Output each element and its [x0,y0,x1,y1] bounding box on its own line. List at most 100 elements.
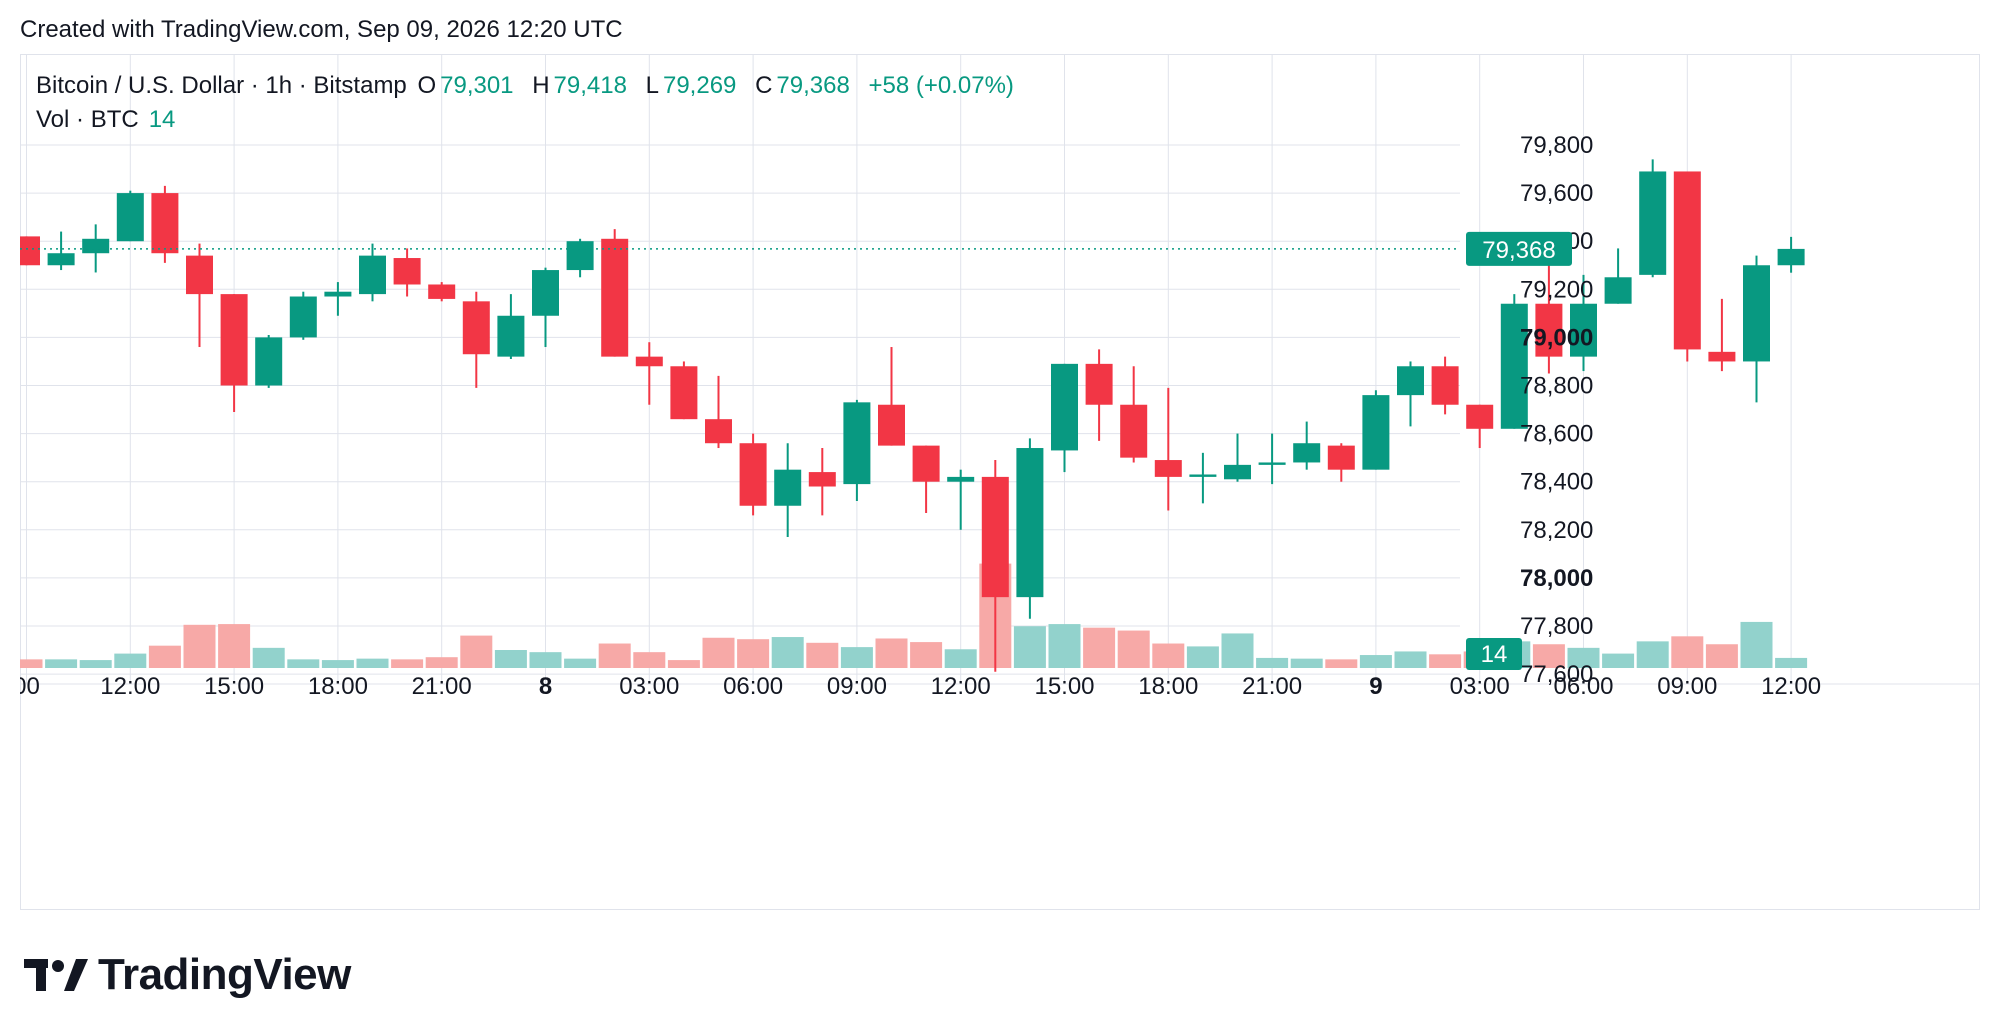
time-tick-label: 00 [20,673,40,700]
volume-bar [1359,655,1392,668]
price-tick-label: 79,600 [1520,180,1593,207]
high-label: H [532,72,550,99]
candle-body[interactable] [1189,474,1217,477]
volume-bar [321,660,354,668]
candle-body[interactable] [1362,395,1390,470]
candle-body[interactable] [289,296,317,338]
last-price-tag [1466,231,1572,266]
time-tick-label: 8 [539,673,552,700]
price-tick-label: 77,800 [1520,613,1593,640]
candle-body[interactable] [1535,303,1563,357]
price-tick-label: 78,400 [1520,469,1593,496]
tradingview-logo-icon [24,959,88,991]
volume-bar [529,652,562,668]
candle-body[interactable] [1397,366,1424,396]
candle-body[interactable] [1639,171,1667,275]
candle-body[interactable] [220,294,248,386]
time-axis[interactable]: 00 12:00 15:00 18:00 21:00 8 03:00 06:00 09:00 12… [20,673,1821,700]
volume-bar [183,624,216,668]
tradingview-logo[interactable]: TradingView [24,950,351,1000]
candle-body[interactable] [1224,464,1251,480]
candle-body[interactable] [497,315,525,357]
candle-body[interactable] [601,238,629,357]
price-axis[interactable]: 79,80079,60079,40079,20079,00078,80078,6… [1466,132,1593,688]
candle-body[interactable] [739,443,767,506]
volume-legend: Vol · BTC 14 [36,106,175,134]
candle-body[interactable] [1154,460,1182,477]
candle-body[interactable] [1051,363,1078,451]
open-label: O [417,72,437,99]
volume-bar [287,659,320,668]
candle-body[interactable] [151,193,179,254]
volume-bar [1740,621,1773,668]
candle-body[interactable] [843,402,871,485]
price-tick-label: 79,800 [1520,132,1593,159]
candle-body[interactable] [428,284,456,299]
candle-body[interactable] [116,193,144,242]
volume-bar [598,643,631,668]
volume-bar [1186,646,1219,668]
volume-bar [425,657,458,668]
candle-body[interactable] [1708,351,1736,362]
candle-body[interactable] [808,472,836,487]
candle-body[interactable] [1466,404,1494,429]
candle-body[interactable] [532,270,559,316]
candle-body[interactable] [1743,265,1770,362]
candle-body[interactable] [981,476,1009,598]
candle-body[interactable] [670,366,698,420]
candle-bodies [20,171,1805,598]
volume-bar [494,650,527,668]
candle-body[interactable] [1604,277,1632,304]
volume-bar [1290,658,1323,668]
volume-bar [633,652,666,668]
volume-bar [20,659,43,668]
candle-body[interactable] [635,356,663,367]
volume-bar [114,653,147,668]
candle-body[interactable] [1777,248,1805,266]
grid-lines [20,54,1980,685]
candle-body[interactable] [1431,366,1459,405]
time-tick-label: 21:00 [412,673,472,700]
volume-bars [20,563,1808,668]
candle-body[interactable] [1016,448,1044,598]
candle-body[interactable] [912,445,940,482]
volume-bar [564,658,597,668]
time-tick-label: 21:00 [1242,673,1302,700]
candle-body[interactable] [1673,171,1701,350]
candle-body[interactable] [47,253,75,266]
time-tick-label: 12:00 [931,673,991,700]
candle-body[interactable] [255,337,283,386]
candle-body[interactable] [1293,443,1321,463]
candle-body[interactable] [1570,303,1597,357]
candle-body[interactable] [1258,462,1286,465]
candle-body[interactable] [566,241,594,271]
volume-bar [1602,653,1635,668]
volume-bar [45,659,78,668]
volume-bar [806,642,839,668]
candle-body[interactable] [878,404,905,446]
candle-body[interactable] [393,258,421,285]
volume-bar [944,649,977,668]
volume-bar [840,647,873,668]
candle-body[interactable] [1120,404,1148,458]
candle-body[interactable] [462,301,490,355]
volume-bar [1325,659,1358,668]
price-tick-label: 79,200 [1520,276,1593,303]
candle-body[interactable] [82,238,110,254]
volume-bar [1705,644,1738,668]
candle-body[interactable] [705,419,732,444]
candle-body[interactable] [20,236,40,266]
candlestick-chart[interactable]: 79,80079,60079,40079,20079,00078,80078,6… [20,54,1980,910]
candle-body[interactable] [359,255,386,295]
candle-body[interactable] [1327,445,1355,470]
symbol-name: Bitcoin / U.S. Dollar · 1h · Bitstamp [36,72,407,99]
candle-body[interactable] [186,255,213,295]
candle-body[interactable] [1500,303,1528,429]
candle-body[interactable] [324,291,352,297]
candle-body[interactable] [1085,363,1113,405]
volume-bar [1013,626,1046,668]
candle-body[interactable] [947,476,975,482]
candle-body[interactable] [774,469,802,506]
volume-bar [1083,627,1116,668]
